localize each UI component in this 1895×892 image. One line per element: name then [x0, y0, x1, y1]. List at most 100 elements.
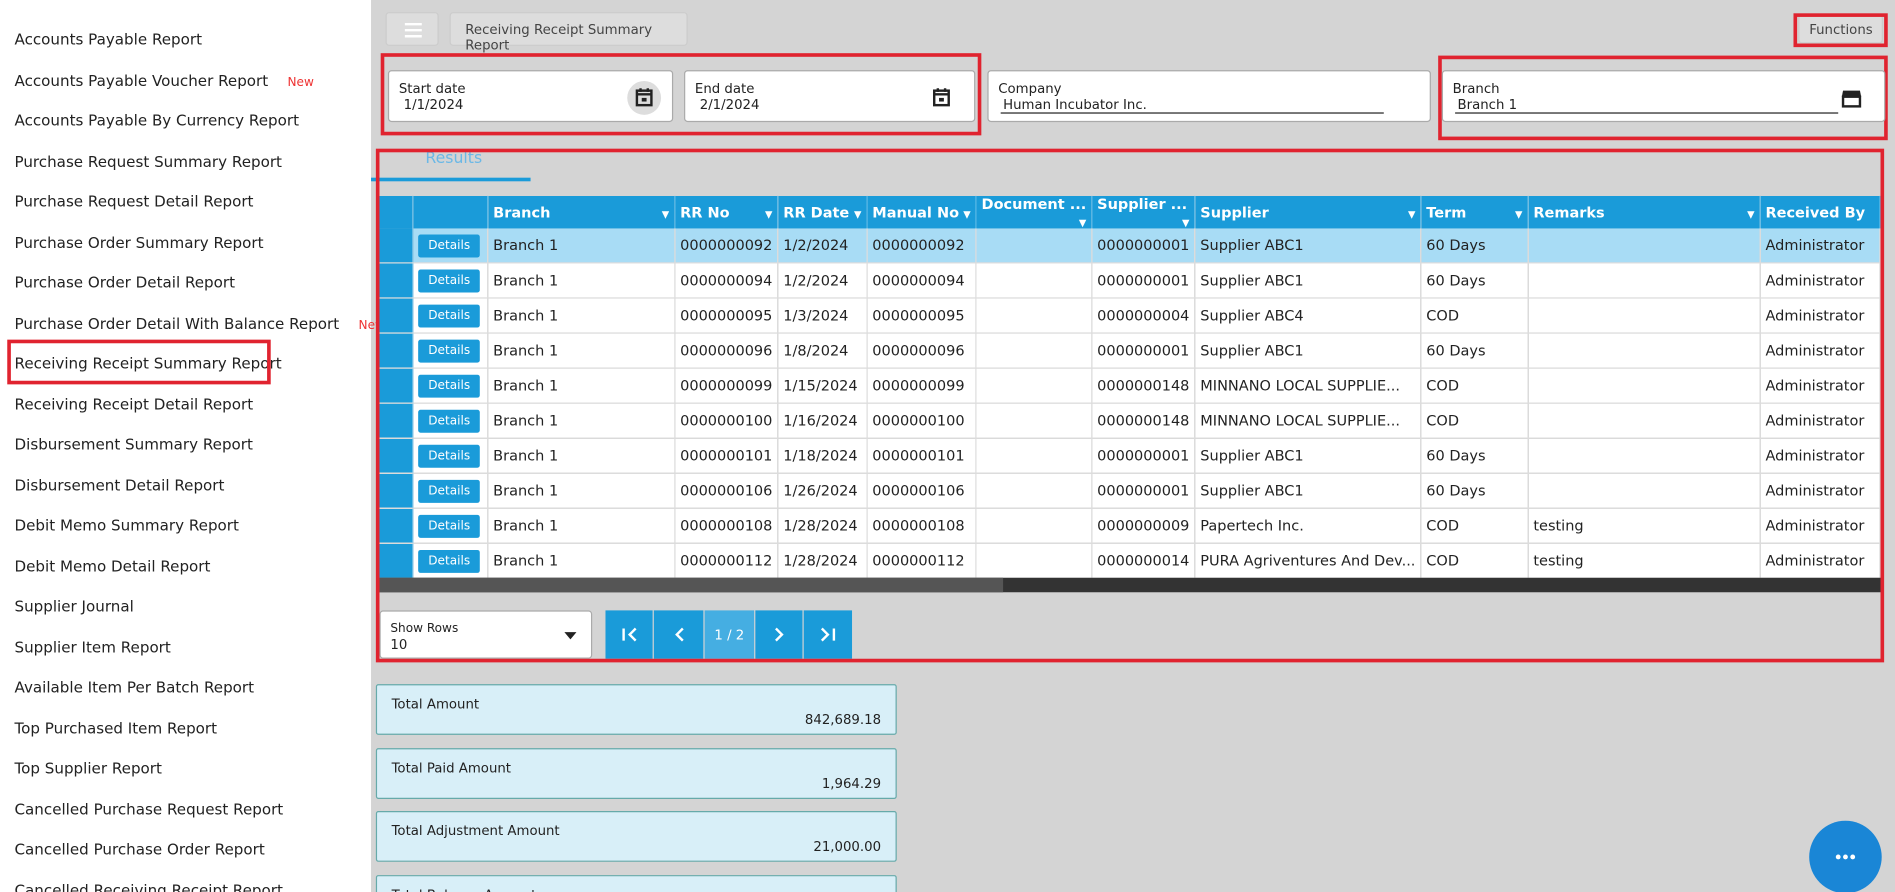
highlight	[7, 339, 271, 385]
row[interactable]: Details Branch 1 0000000101 1/18/2024 000000…	[379, 438, 1881, 474]
show-rows-value: 10	[390, 636, 408, 653]
cell	[976, 473, 1093, 509]
row[interactable]: Details Branch 1 0000000100 1/16/2024 000000…	[379, 403, 1881, 439]
sidebar-item[interactable]: Receiving Receipt Summary Report	[15, 354, 282, 372]
row[interactable]: Details Branch 1 0000000112 1/28/2024 000000…	[379, 543, 1881, 578]
tab[interactable]: Results	[425, 149, 483, 169]
row[interactable]: Details Branch 1 0000000095 1/3/2024 0000000…	[379, 297, 1881, 334]
field-icon	[1414, 80, 1415, 116]
details-button[interactable]: Details	[418, 268, 480, 292]
fab[interactable]	[1809, 820, 1882, 892]
filter-field[interactable]: Branch Branch 1	[1441, 70, 1886, 123]
filter-label: Start date	[398, 80, 466, 97]
details-button[interactable]: Details	[418, 303, 480, 327]
sidebar-item[interactable]: Accounts Payable Voucher Report New	[15, 71, 314, 89]
row[interactable]: Details Branch 1 0000000099 1/15/2024 000000…	[379, 368, 1881, 404]
cell: COD	[1420, 297, 1529, 334]
details-button[interactable]: Details	[418, 339, 480, 363]
action-cell: Details	[413, 368, 489, 404]
row[interactable]: Details Branch 1 0000000096 1/8/2024 0000000…	[379, 332, 1881, 369]
sidebar-item[interactable]: Debit Memo Detail Report	[15, 557, 211, 575]
cell: 0000000106	[866, 473, 977, 509]
filter-field[interactable]: Start date 1/1/2024	[387, 70, 674, 123]
cell: 1/15/2024	[777, 368, 868, 404]
sidebar-item[interactable]: Top Supplier Report	[15, 759, 162, 777]
column-header[interactable]: Supplier ▼	[1194, 195, 1422, 229]
sidebar-item[interactable]: Debit Memo Summary Report	[15, 516, 239, 534]
cell	[976, 403, 1093, 439]
cell: Branch 1	[487, 473, 676, 509]
show-rows[interactable]: Show Rows 10	[379, 610, 593, 659]
cell: 1/2/2024	[777, 262, 868, 299]
sidebar-item[interactable]: Purchase Request Detail Report	[15, 192, 254, 210]
sidebar-item[interactable]: Accounts Payable Report	[15, 30, 203, 48]
sidebar-item[interactable]: Top Purchased Item Report	[15, 719, 218, 737]
last-page[interactable]	[803, 610, 853, 659]
row[interactable]: Details Branch 1 0000000092 1/2/2024 0000000…	[379, 228, 1881, 264]
action-cell: Details	[413, 508, 489, 544]
sidebar-item[interactable]: Purchase Order Detail Report	[15, 273, 236, 291]
functions-button[interactable]: Functions	[1798, 14, 1883, 44]
sidebar-item[interactable]: Available Item Per Batch Report	[15, 678, 255, 696]
cell	[1527, 332, 1761, 369]
cell: Supplier ABC1	[1194, 228, 1422, 264]
sidebar-label: Top Purchased Item Report	[14, 718, 218, 737]
sidebar-label: Purchase Order Detail Report	[14, 273, 236, 292]
header-cell	[413, 195, 489, 229]
column-header[interactable]: Document ... ▼	[976, 195, 1093, 229]
row[interactable]: Details Branch 1 0000000106 1/26/2024 000000…	[379, 473, 1881, 509]
sidebar-label: Available Item Per Batch Report	[14, 678, 255, 697]
column-header[interactable]: Received By	[1760, 195, 1881, 229]
filter-icon: ▼	[1078, 217, 1087, 229]
details-button[interactable]: Details	[418, 233, 480, 257]
row-indicator	[379, 297, 414, 334]
total-value: 21,000.00	[813, 839, 882, 856]
sidebar-item[interactable]: Accounts Payable By Currency Report	[15, 111, 300, 129]
details-button[interactable]: Details	[418, 444, 480, 468]
sidebar-item[interactable]: Disbursement Detail Report	[15, 476, 225, 494]
details-button[interactable]: Details	[418, 549, 480, 573]
filter-field[interactable]: End date 2/1/2024	[684, 70, 976, 123]
filter-field[interactable]: Company Human Incubator Inc.	[987, 70, 1431, 123]
column-header[interactable]: RR No ▼	[674, 195, 779, 229]
column-header[interactable]: Supplier ... ▼	[1091, 195, 1196, 229]
next-page[interactable]	[755, 610, 803, 659]
first-page[interactable]	[605, 610, 653, 659]
row[interactable]: Details Branch 1 0000000094 1/2/2024 0000000…	[379, 262, 1881, 299]
details-button[interactable]: Details	[418, 514, 480, 538]
sidebar-item[interactable]: Purchase Request Summary Report	[15, 152, 282, 170]
cell	[1527, 262, 1761, 299]
action-cell: Details	[413, 473, 489, 509]
prev-page[interactable]	[653, 610, 704, 659]
sidebar-item[interactable]: Cancelled Purchase Order Report	[15, 840, 265, 858]
sidebar-item[interactable]: Purchase Order Summary Report	[15, 233, 264, 251]
column-header[interactable]: Manual No ▼	[866, 195, 977, 229]
cell: Branch 1	[487, 297, 676, 334]
column-title: Supplier ...	[1097, 195, 1188, 213]
action-cell: Details	[413, 297, 489, 334]
sidebar-item[interactable]: Receiving Receipt Detail Report	[15, 395, 254, 413]
sidebar-item[interactable]: Supplier Item Report	[15, 638, 171, 656]
sidebar: Accounts Payable Report Accounts Payable …	[0, 0, 385, 892]
sidebar-item[interactable]: Cancelled Receiving Receipt Report	[15, 881, 283, 892]
column-header[interactable]: Term ▼	[1420, 195, 1529, 229]
cell: 0000000101	[866, 438, 977, 474]
menu-button[interactable]	[385, 12, 439, 46]
cell: 0000000014	[1091, 543, 1196, 578]
column-header[interactable]: Branch ▼	[487, 195, 676, 229]
cell	[976, 368, 1093, 404]
total-box: Total Amount 842,689.18	[375, 684, 897, 735]
details-button[interactable]: Details	[418, 374, 480, 398]
column-header[interactable]: Remarks ▼	[1527, 195, 1761, 229]
sidebar-item[interactable]: Cancelled Purchase Request Report	[15, 800, 284, 818]
sidebar-item[interactable]: Purchase Order Detail With Balance Repor…	[15, 314, 385, 332]
row[interactable]: Details Branch 1 0000000108 1/28/2024 000000…	[379, 508, 1881, 544]
sidebar-item[interactable]: Supplier Journal	[15, 597, 134, 615]
scrollbar[interactable]	[379, 577, 1881, 593]
cell	[1527, 403, 1761, 439]
sidebar-item[interactable]: Disbursement Summary Report	[15, 435, 253, 453]
details-button[interactable]: Details	[418, 409, 480, 433]
column-header[interactable]: RR Date ▼	[777, 195, 868, 229]
details-button[interactable]: Details	[418, 479, 480, 503]
